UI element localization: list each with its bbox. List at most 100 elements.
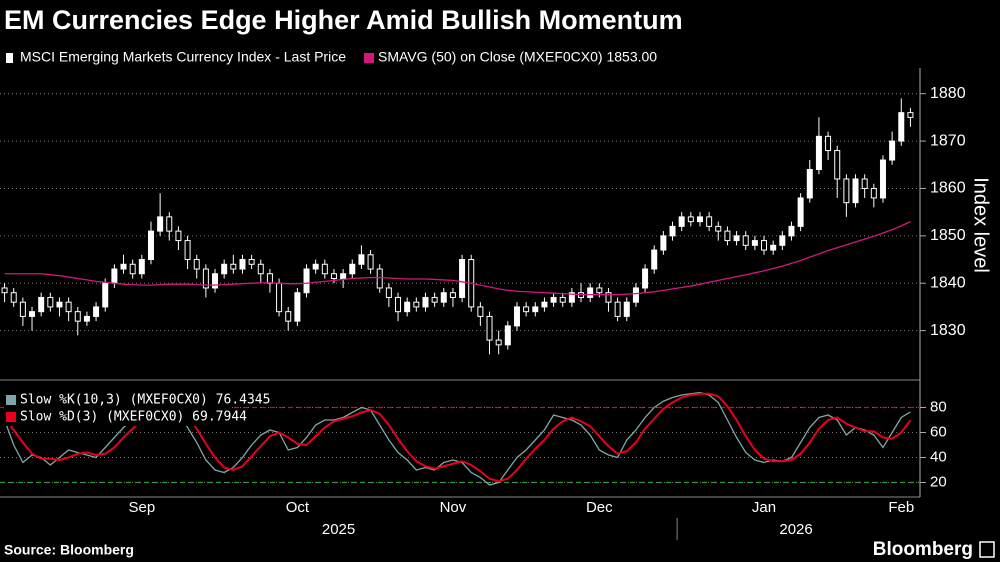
y-tick-label: 1830: [930, 322, 966, 339]
candle-body: [303, 268, 310, 294]
candle-body: [879, 159, 886, 199]
candle-body: [38, 296, 45, 313]
candle-body: [459, 259, 466, 298]
candle-body: [376, 268, 383, 289]
candle-body: [559, 296, 566, 303]
candle-body: [889, 140, 896, 161]
candle-body: [29, 311, 36, 317]
candle-body: [385, 287, 392, 298]
sma-line: [4, 221, 911, 296]
candle-body: [898, 112, 905, 142]
candle-body: [605, 292, 612, 303]
candle-body: [413, 301, 420, 308]
legend-swatch: [364, 53, 374, 63]
candle-body: [56, 301, 63, 308]
source: Source: Bloomberg: [4, 542, 134, 558]
y-tick-label: 1850: [930, 227, 966, 244]
legend-swatch: [6, 53, 13, 63]
candle-body: [715, 225, 722, 232]
candle-body: [678, 216, 685, 227]
legend-label: Slow %D(3) (MXEF0CX0) 69.7944: [20, 410, 247, 425]
candle-body: [770, 244, 777, 251]
x-tick-label: Oct: [286, 499, 310, 516]
y-tick-label: 1840: [930, 274, 966, 291]
candle-body: [321, 263, 328, 275]
candle-body: [660, 235, 667, 251]
legend-swatch: [6, 412, 16, 422]
candle-body: [541, 301, 548, 308]
candle-body: [266, 273, 273, 284]
candle-body: [102, 282, 109, 308]
candle-body: [623, 301, 630, 317]
candle-body: [83, 315, 90, 322]
candle-body: [596, 287, 603, 294]
candle-body: [706, 216, 713, 227]
candle-body: [440, 292, 447, 303]
candle-body: [65, 301, 72, 313]
candle-body: [147, 230, 154, 261]
y-tick-label: 1880: [930, 85, 966, 102]
candle-body: [815, 135, 822, 171]
candle-body: [870, 187, 877, 199]
candle-body: [294, 292, 301, 322]
candle-body: [779, 235, 786, 246]
y-tick-label: 40: [930, 448, 947, 465]
candle-body: [568, 292, 575, 303]
candle-body: [138, 259, 145, 275]
legend-bg: [4, 408, 230, 426]
candle-body: [19, 301, 26, 317]
y-tick-label: 20: [930, 473, 947, 490]
candle-body: [166, 216, 173, 232]
candle-body: [632, 287, 639, 303]
candle-body: [212, 273, 219, 289]
x-tick-label: Dec: [586, 499, 613, 516]
candle-body: [74, 311, 81, 322]
candle-body: [742, 235, 749, 246]
candle-body: [395, 296, 402, 313]
x-group-label: 2025: [322, 521, 355, 538]
candle-body: [285, 311, 292, 322]
candle-body: [724, 230, 731, 242]
candle-body: [806, 169, 813, 199]
candle-body: [120, 263, 127, 270]
candle-body: [93, 306, 100, 317]
candle-body: [431, 296, 438, 303]
candle-body: [47, 296, 54, 308]
candle-body: [907, 112, 914, 118]
candle-body: [477, 306, 484, 317]
candle-body: [330, 273, 337, 279]
candle-body: [193, 259, 200, 270]
candle-body: [669, 225, 676, 237]
candle-body: [312, 263, 319, 270]
candle-body: [340, 273, 347, 279]
logo-icon: [979, 541, 995, 558]
candle-body: [276, 282, 283, 313]
y-tick-label: 60: [930, 423, 947, 440]
candle-body: [202, 268, 209, 289]
x-group-label: 2026: [779, 521, 812, 538]
candle-body: [367, 254, 374, 270]
y-tick-label: 80: [930, 398, 947, 415]
candle-body: [587, 287, 594, 298]
candle-body: [834, 150, 841, 180]
candle-body: [550, 296, 557, 303]
candle-body: [614, 301, 621, 317]
candle-body: [495, 339, 502, 346]
candle-body: [349, 263, 356, 275]
x-tick-label: Nov: [440, 499, 467, 516]
legend-swatch: [6, 395, 16, 405]
legend-label: Slow %K(10,3) (MXEF0CX0) 76.4345: [20, 393, 270, 408]
candle-body: [843, 178, 850, 204]
logo: Bloomberg: [873, 539, 973, 560]
candle-body: [825, 135, 832, 152]
candle-body: [852, 178, 859, 204]
candle-body: [486, 315, 493, 341]
candle-body: [239, 259, 246, 270]
candle-body: [761, 240, 768, 251]
candle-body: [513, 306, 520, 327]
candle-body: [358, 254, 365, 265]
candle-body: [10, 292, 17, 303]
x-tick-label: Sep: [128, 499, 155, 516]
